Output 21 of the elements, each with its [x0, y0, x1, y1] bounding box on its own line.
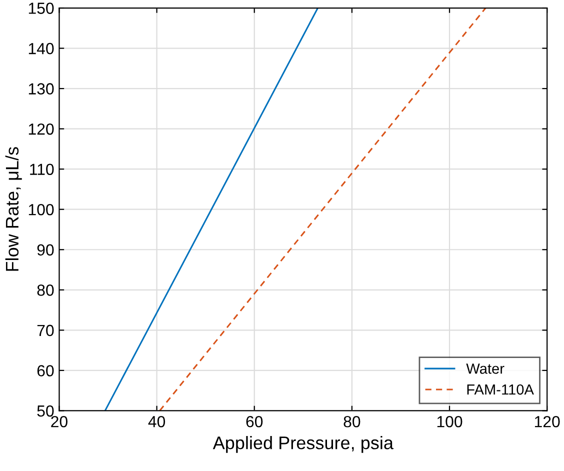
- y-tick-label: 120: [28, 123, 54, 135]
- y-tick-label: 70: [37, 324, 54, 336]
- x-tick-label: 60: [246, 416, 263, 428]
- y-tick-label: 140: [28, 42, 54, 54]
- x-axis-title: Applied Pressure, psia: [212, 436, 394, 453]
- y-tick-label: 100: [28, 204, 54, 216]
- y-tick-label: 150: [28, 2, 54, 14]
- x-tick-label: 80: [344, 416, 360, 428]
- legend-label: Water: [466, 364, 504, 374]
- y-tick-label: 130: [28, 83, 54, 94]
- y-tick-label: 90: [37, 244, 54, 256]
- legend-label: FAM-110A: [467, 384, 534, 395]
- y-tick-label: 50: [37, 405, 54, 417]
- x-tick-label: 20: [51, 416, 68, 428]
- x-tick-label: 40: [148, 416, 166, 428]
- y-tick-label: 110: [30, 164, 54, 176]
- x-tick-label: 120: [534, 416, 560, 428]
- y-tick-label: 60: [37, 365, 54, 376]
- y-axis-title: Flow Rate, μL/s: [5, 147, 22, 271]
- y-tick-label: 80: [37, 284, 54, 296]
- x-tick-label: 100: [437, 416, 462, 428]
